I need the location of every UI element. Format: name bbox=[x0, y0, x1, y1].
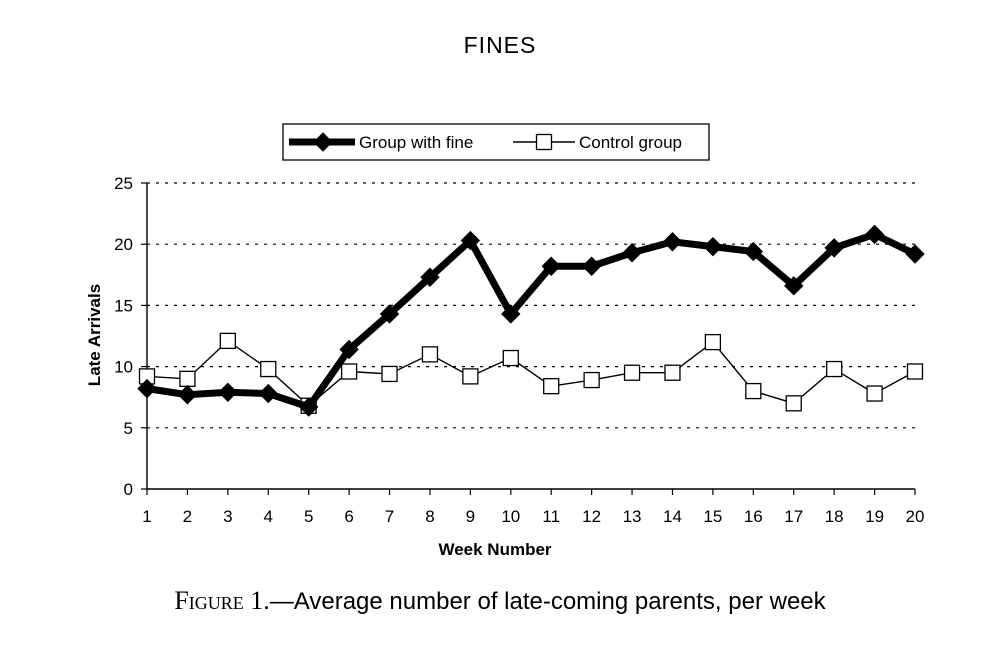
data-point bbox=[785, 395, 802, 412]
data-point bbox=[583, 371, 600, 389]
x-tick-label: 5 bbox=[304, 507, 313, 526]
y-tick-label: 25 bbox=[114, 174, 133, 193]
data-point bbox=[421, 346, 439, 363]
x-tick-label: 19 bbox=[865, 507, 884, 526]
series-group bbox=[137, 224, 925, 417]
data-point bbox=[906, 363, 924, 380]
legend: Group with fine Control group bbox=[282, 123, 710, 161]
legend-marker-fine bbox=[313, 132, 333, 152]
x-tick-label: 17 bbox=[784, 507, 803, 526]
data-point bbox=[541, 256, 561, 276]
x-tick-label: 18 bbox=[825, 507, 844, 526]
caption-text: —Average number of late-coming parents, … bbox=[269, 588, 826, 615]
y-tick-label: 20 bbox=[114, 235, 133, 254]
data-point bbox=[622, 243, 642, 263]
x-tick-label: 8 bbox=[425, 507, 434, 526]
legend-marker-control bbox=[535, 133, 553, 151]
x-ticks: 1 2 3 4 5 6 7 8 9 10 11 12 13 14 15 16 17 18 19 20 bbox=[142, 489, 924, 526]
data-point bbox=[298, 397, 319, 417]
data-point bbox=[864, 224, 885, 245]
data-point bbox=[623, 364, 641, 381]
data-point bbox=[218, 382, 238, 403]
data-point bbox=[420, 267, 440, 287]
data-point bbox=[743, 241, 764, 262]
x-tick-label: 20 bbox=[906, 507, 925, 526]
data-point bbox=[379, 304, 400, 324]
y-tick-label: 5 bbox=[124, 419, 133, 438]
x-tick-label: 13 bbox=[623, 507, 642, 526]
data-point bbox=[824, 238, 844, 258]
data-point bbox=[460, 230, 481, 251]
data-point bbox=[664, 364, 681, 381]
x-tick-label: 4 bbox=[264, 507, 273, 526]
data-point bbox=[137, 378, 157, 399]
figure-caption: Figure 1.—Average number of late-coming … bbox=[0, 586, 1000, 616]
x-tick-label: 1 bbox=[142, 507, 151, 526]
x-tick-label: 11 bbox=[542, 507, 560, 526]
data-point bbox=[784, 276, 804, 296]
x-tick-label: 2 bbox=[183, 507, 192, 526]
data-point bbox=[543, 378, 560, 395]
data-point bbox=[581, 256, 602, 276]
y-axis-title: Late Arrivals bbox=[85, 284, 104, 386]
series-line bbox=[146, 230, 917, 412]
data-point bbox=[662, 232, 683, 252]
data-point bbox=[258, 383, 278, 404]
data-point bbox=[704, 333, 722, 351]
x-axis-title: Week Number bbox=[438, 540, 551, 559]
caption-label: Figure 1. bbox=[174, 586, 270, 615]
data-point bbox=[177, 385, 198, 405]
x-tick-label: 12 bbox=[582, 507, 601, 526]
x-tick-label: 7 bbox=[385, 507, 394, 526]
series-control-group bbox=[138, 332, 924, 414]
y-tick-label: 10 bbox=[114, 358, 133, 377]
data-point bbox=[462, 368, 479, 385]
legend-label-fine: Group with fine bbox=[359, 133, 473, 152]
data-point bbox=[502, 349, 519, 367]
data-point bbox=[745, 382, 762, 400]
legend-label-control: Control group bbox=[579, 133, 682, 152]
x-tick-label: 15 bbox=[703, 507, 722, 526]
y-tick-label: 0 bbox=[124, 480, 133, 499]
x-tick-label: 6 bbox=[344, 507, 353, 526]
x-tick-label: 14 bbox=[663, 507, 682, 526]
data-point bbox=[260, 360, 277, 378]
data-point bbox=[501, 304, 521, 324]
data-point bbox=[826, 360, 843, 378]
x-tick-label: 10 bbox=[501, 507, 520, 526]
data-point bbox=[381, 365, 398, 383]
data-point bbox=[905, 244, 925, 264]
data-point bbox=[219, 332, 236, 350]
data-point bbox=[340, 363, 358, 380]
x-tick-label: 9 bbox=[466, 507, 475, 526]
data-point bbox=[339, 339, 359, 360]
data-point bbox=[866, 385, 883, 402]
data-point bbox=[179, 370, 196, 387]
axes bbox=[146, 183, 915, 490]
x-tick-label: 16 bbox=[744, 507, 763, 526]
x-tick-label: 3 bbox=[223, 507, 232, 526]
y-tick-label: 15 bbox=[114, 296, 133, 315]
data-point bbox=[703, 236, 723, 257]
y-ticks: 0 5 10 15 20 25 bbox=[114, 174, 147, 499]
series-group-with-fine bbox=[137, 224, 925, 417]
page-header: FINES bbox=[463, 32, 537, 58]
